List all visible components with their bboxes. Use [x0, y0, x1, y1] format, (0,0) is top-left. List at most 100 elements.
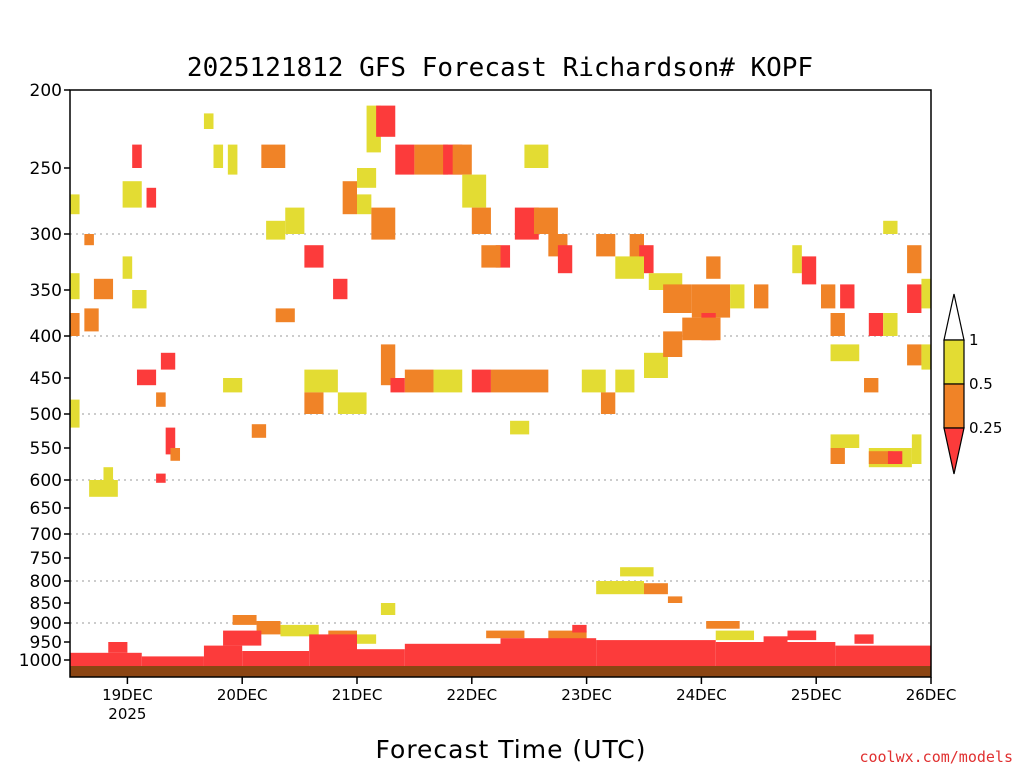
ri-cell [347, 649, 405, 671]
chart-title: 2025121812 GFS Forecast Richardson# KOPF [187, 53, 813, 83]
ri-cell [667, 596, 683, 603]
y-tick-label: 550 [30, 439, 62, 459]
y-tick-label: 250 [30, 159, 62, 179]
ri-cell [830, 313, 845, 336]
ri-cell [840, 284, 855, 309]
ri-cell [70, 313, 80, 336]
ri-cell [70, 194, 80, 215]
colorbar-label: 0.25 [969, 419, 1002, 437]
ri-cell [376, 105, 396, 137]
ri-cell [864, 378, 879, 393]
y-tick-label: 500 [30, 405, 62, 425]
ri-cell [251, 424, 267, 438]
colorbar: 1 0.5 0.25 [943, 293, 1002, 475]
ri-cell [883, 313, 898, 336]
ri-cell [615, 256, 644, 279]
ri-cell [868, 313, 884, 336]
ri-cell [830, 448, 845, 464]
ri-cell [223, 630, 262, 646]
ri-cell [462, 174, 487, 208]
ri-cell [663, 331, 683, 357]
y-tick-label: 700 [30, 525, 62, 545]
ri-cell [395, 144, 415, 175]
y-tick-label: 350 [30, 281, 62, 301]
ri-cell [820, 284, 836, 309]
y-tick-label: 800 [30, 572, 62, 592]
ri-cell [452, 144, 472, 175]
x-tick-label: 23DEC [561, 686, 612, 704]
credit-text[interactable]: coolwx.com/models [859, 748, 1013, 766]
x-tick-year-label: 2025 [108, 705, 146, 723]
ri-cell [510, 420, 530, 435]
ri-cell [615, 369, 635, 393]
ri-cell [854, 634, 874, 644]
ri-cell [524, 144, 549, 168]
ri-cell [830, 344, 860, 362]
ri-cell [404, 369, 434, 393]
colorbar-label: 1 [969, 331, 979, 349]
y-tick-label: 1000 [19, 651, 62, 671]
ri-cell [280, 624, 319, 637]
ri-cell [921, 278, 931, 309]
ri-cell [706, 256, 721, 279]
ri-cell [792, 245, 802, 274]
ri-cell [380, 344, 396, 386]
ri-cell [691, 284, 731, 318]
ri-cell [89, 480, 118, 497]
ri-cell [70, 399, 80, 428]
ri-cell [337, 392, 367, 414]
ri-cell [261, 144, 286, 168]
ri-cell [70, 273, 80, 300]
ri-cell [156, 392, 166, 407]
ground-surface [70, 666, 931, 677]
ri-cell [533, 207, 558, 234]
ri-cell [84, 308, 99, 332]
ri-cell [70, 652, 142, 671]
colorbar-bottom-arrow [943, 427, 965, 475]
y-tick-label: 650 [30, 499, 62, 519]
richardson-cells [70, 105, 931, 671]
ri-cell [404, 643, 501, 671]
ri-cell [557, 245, 573, 274]
y-tick-label: 400 [30, 327, 62, 347]
ri-cell [93, 278, 114, 300]
ri-cell [490, 369, 549, 393]
ri-cell [146, 187, 157, 208]
ri-cell [414, 144, 448, 175]
ri-cell [266, 220, 286, 240]
y-tick-label: 950 [30, 633, 62, 653]
ri-cell [156, 473, 166, 483]
ri-cell [232, 615, 257, 625]
ri-cell [600, 392, 616, 414]
x-tick-label: 22DEC [447, 686, 498, 704]
ri-cell [103, 467, 114, 480]
ri-cell [500, 638, 597, 671]
ri-cell [333, 278, 348, 300]
ri-cell [227, 144, 238, 175]
y-gridlines [70, 233, 931, 624]
ri-cell [242, 651, 310, 671]
ri-cell [132, 290, 147, 309]
ri-cell [486, 630, 525, 639]
ri-cell [883, 220, 898, 234]
ri-cell [644, 583, 668, 595]
ri-cell [715, 630, 755, 641]
colorbar-bin [943, 339, 965, 385]
ri-cell [907, 284, 922, 313]
ri-cell [830, 434, 860, 448]
ri-cell [213, 144, 224, 168]
x-axis-label: Forecast Time (UTC) [376, 735, 647, 764]
y-axis-ticks: 200 250 300 350 400 450 500 550 600 650 700 750 8008… [19, 81, 70, 671]
ri-cell [596, 581, 644, 595]
ri-cell [763, 636, 788, 644]
y-tick-label: 600 [30, 471, 62, 491]
ri-cell [357, 168, 377, 188]
ri-cell [122, 181, 142, 208]
ri-cell [620, 567, 654, 577]
x-tick-label: 26DEC [906, 686, 957, 704]
ri-cell [730, 284, 745, 309]
ri-cell [921, 344, 931, 370]
x-tick-label: 21DEC [332, 686, 383, 704]
ri-cell [433, 369, 463, 393]
